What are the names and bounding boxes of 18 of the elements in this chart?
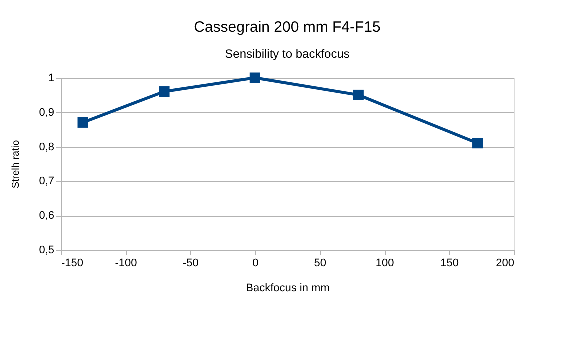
x-axis-title: Backfocus in mm (246, 282, 330, 294)
y-axis-title: Strelh ratio (11, 140, 22, 189)
y-tick-label: 0,5 (39, 244, 54, 256)
x-tick-label: 200 (496, 258, 514, 270)
x-tick-label: 0 (252, 258, 259, 270)
chart-title: Cassegrain 200 mm F4-F15 (194, 19, 381, 36)
chart-subtitle: Sensibility to backfocus (225, 47, 350, 61)
x-tick-label: -100 (115, 258, 138, 270)
y-tick-label: 0,6 (39, 210, 54, 222)
x-tick-label: -150 (62, 258, 84, 270)
y-tick-label: 0,9 (39, 106, 54, 119)
y-tick-label: 0,8 (39, 141, 54, 154)
x-tick-label: 50 (314, 258, 326, 270)
y-tick-label: 0,7 (39, 176, 54, 188)
x-tick-label: 100 (376, 258, 394, 270)
y-tick-label: 1 (48, 72, 54, 84)
x-tick-label: 150 (440, 258, 459, 270)
x-tick-label: -50 (182, 258, 199, 270)
